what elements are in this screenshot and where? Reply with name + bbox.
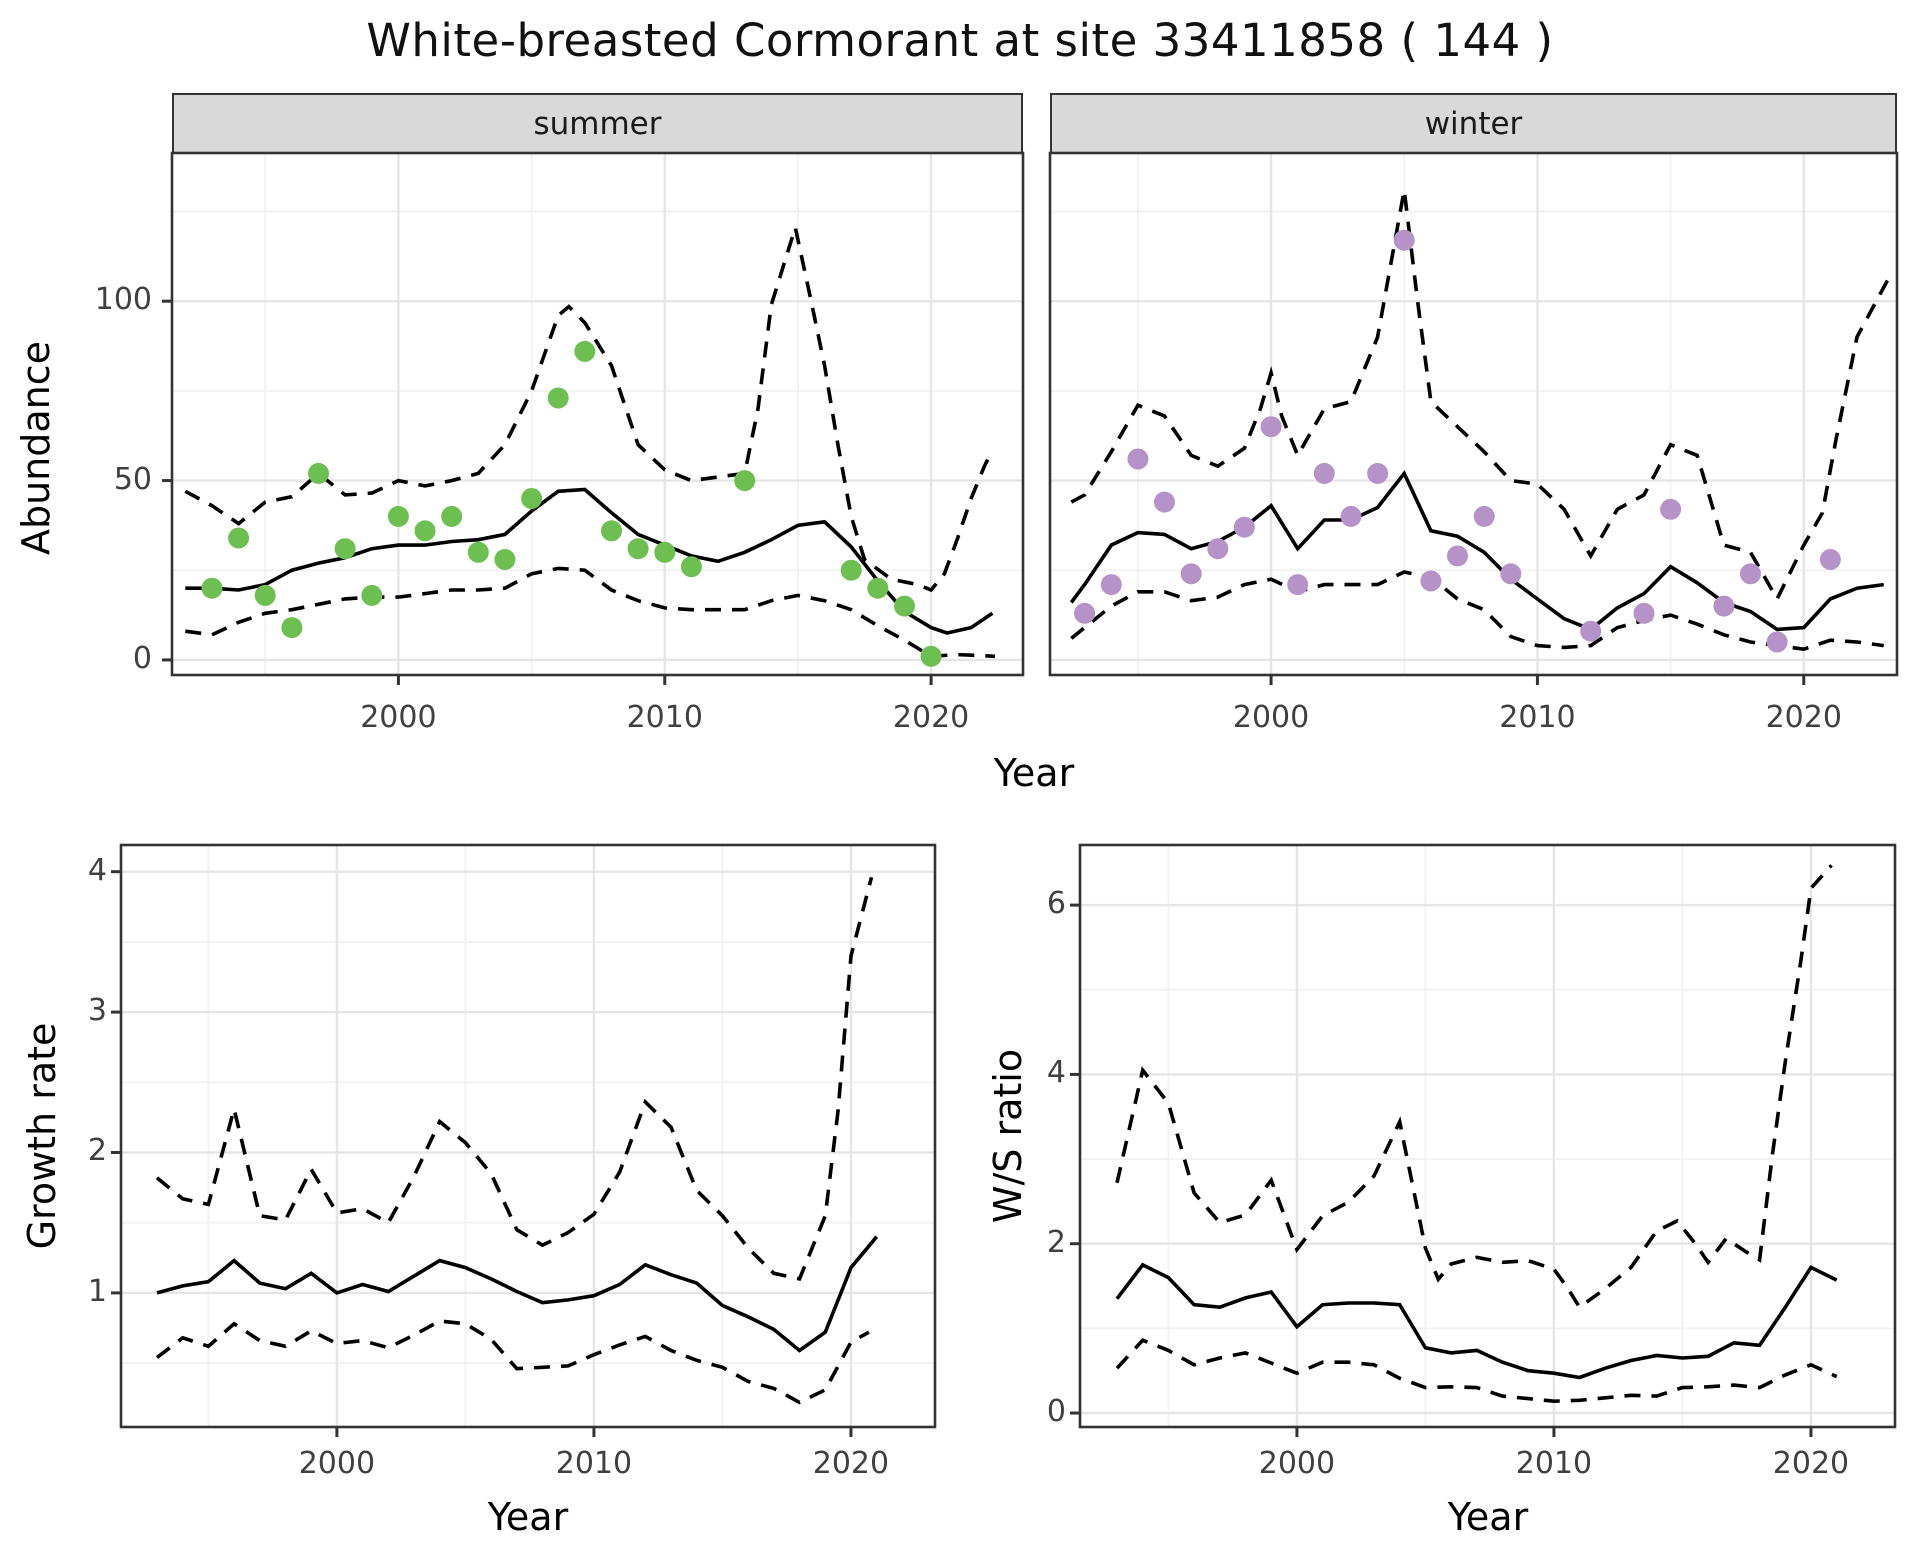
y-tick-label: 4: [87, 852, 107, 888]
y-tick-label: 1: [87, 1273, 107, 1309]
figure-title: White-breasted Cormorant at site 3341185…: [366, 14, 1554, 67]
x-tick-label: 2000: [360, 700, 437, 735]
y-tick-label: 6: [1046, 886, 1066, 922]
x-tick-label: 2010: [1515, 1446, 1593, 1481]
facet-strip-winter: winter: [1050, 93, 1897, 154]
y-tick-label: 50: [113, 461, 152, 497]
facet-strip-winter-label: winter: [1424, 105, 1523, 142]
y-tick-label: 0: [132, 640, 152, 676]
x-tick-label: 2020: [1765, 700, 1842, 735]
x-tick-label: 2010: [1499, 700, 1576, 735]
facet-strip-summer: summer: [172, 93, 1023, 154]
y-tick-label: 2: [87, 1133, 107, 1169]
y-tick-label: 0: [1046, 1394, 1066, 1430]
x-tick-label: 2010: [555, 1446, 633, 1481]
y-tick-label: 2: [1046, 1224, 1066, 1260]
facet-strip-summer-label: summer: [533, 105, 662, 142]
x-tick-label: 2000: [298, 1446, 376, 1481]
x-axis-title-year-top: Year: [993, 751, 1075, 795]
x-axis-title-year-growth: Year: [487, 1495, 569, 1539]
x-tick-label: 2020: [812, 1446, 890, 1481]
x-tick-label: 2010: [626, 700, 703, 735]
x-tick-label: 2020: [892, 700, 970, 735]
y-tick-label: 100: [94, 282, 152, 318]
x-tick-label: 2000: [1232, 700, 1310, 735]
y-tick-label: 3: [87, 993, 107, 1029]
x-tick-label: 2020: [1772, 1446, 1850, 1481]
x-tick-label: 2000: [1258, 1446, 1336, 1481]
x-axis-title-year-ws: Year: [1447, 1495, 1529, 1539]
y-tick-label: 4: [1046, 1055, 1066, 1091]
